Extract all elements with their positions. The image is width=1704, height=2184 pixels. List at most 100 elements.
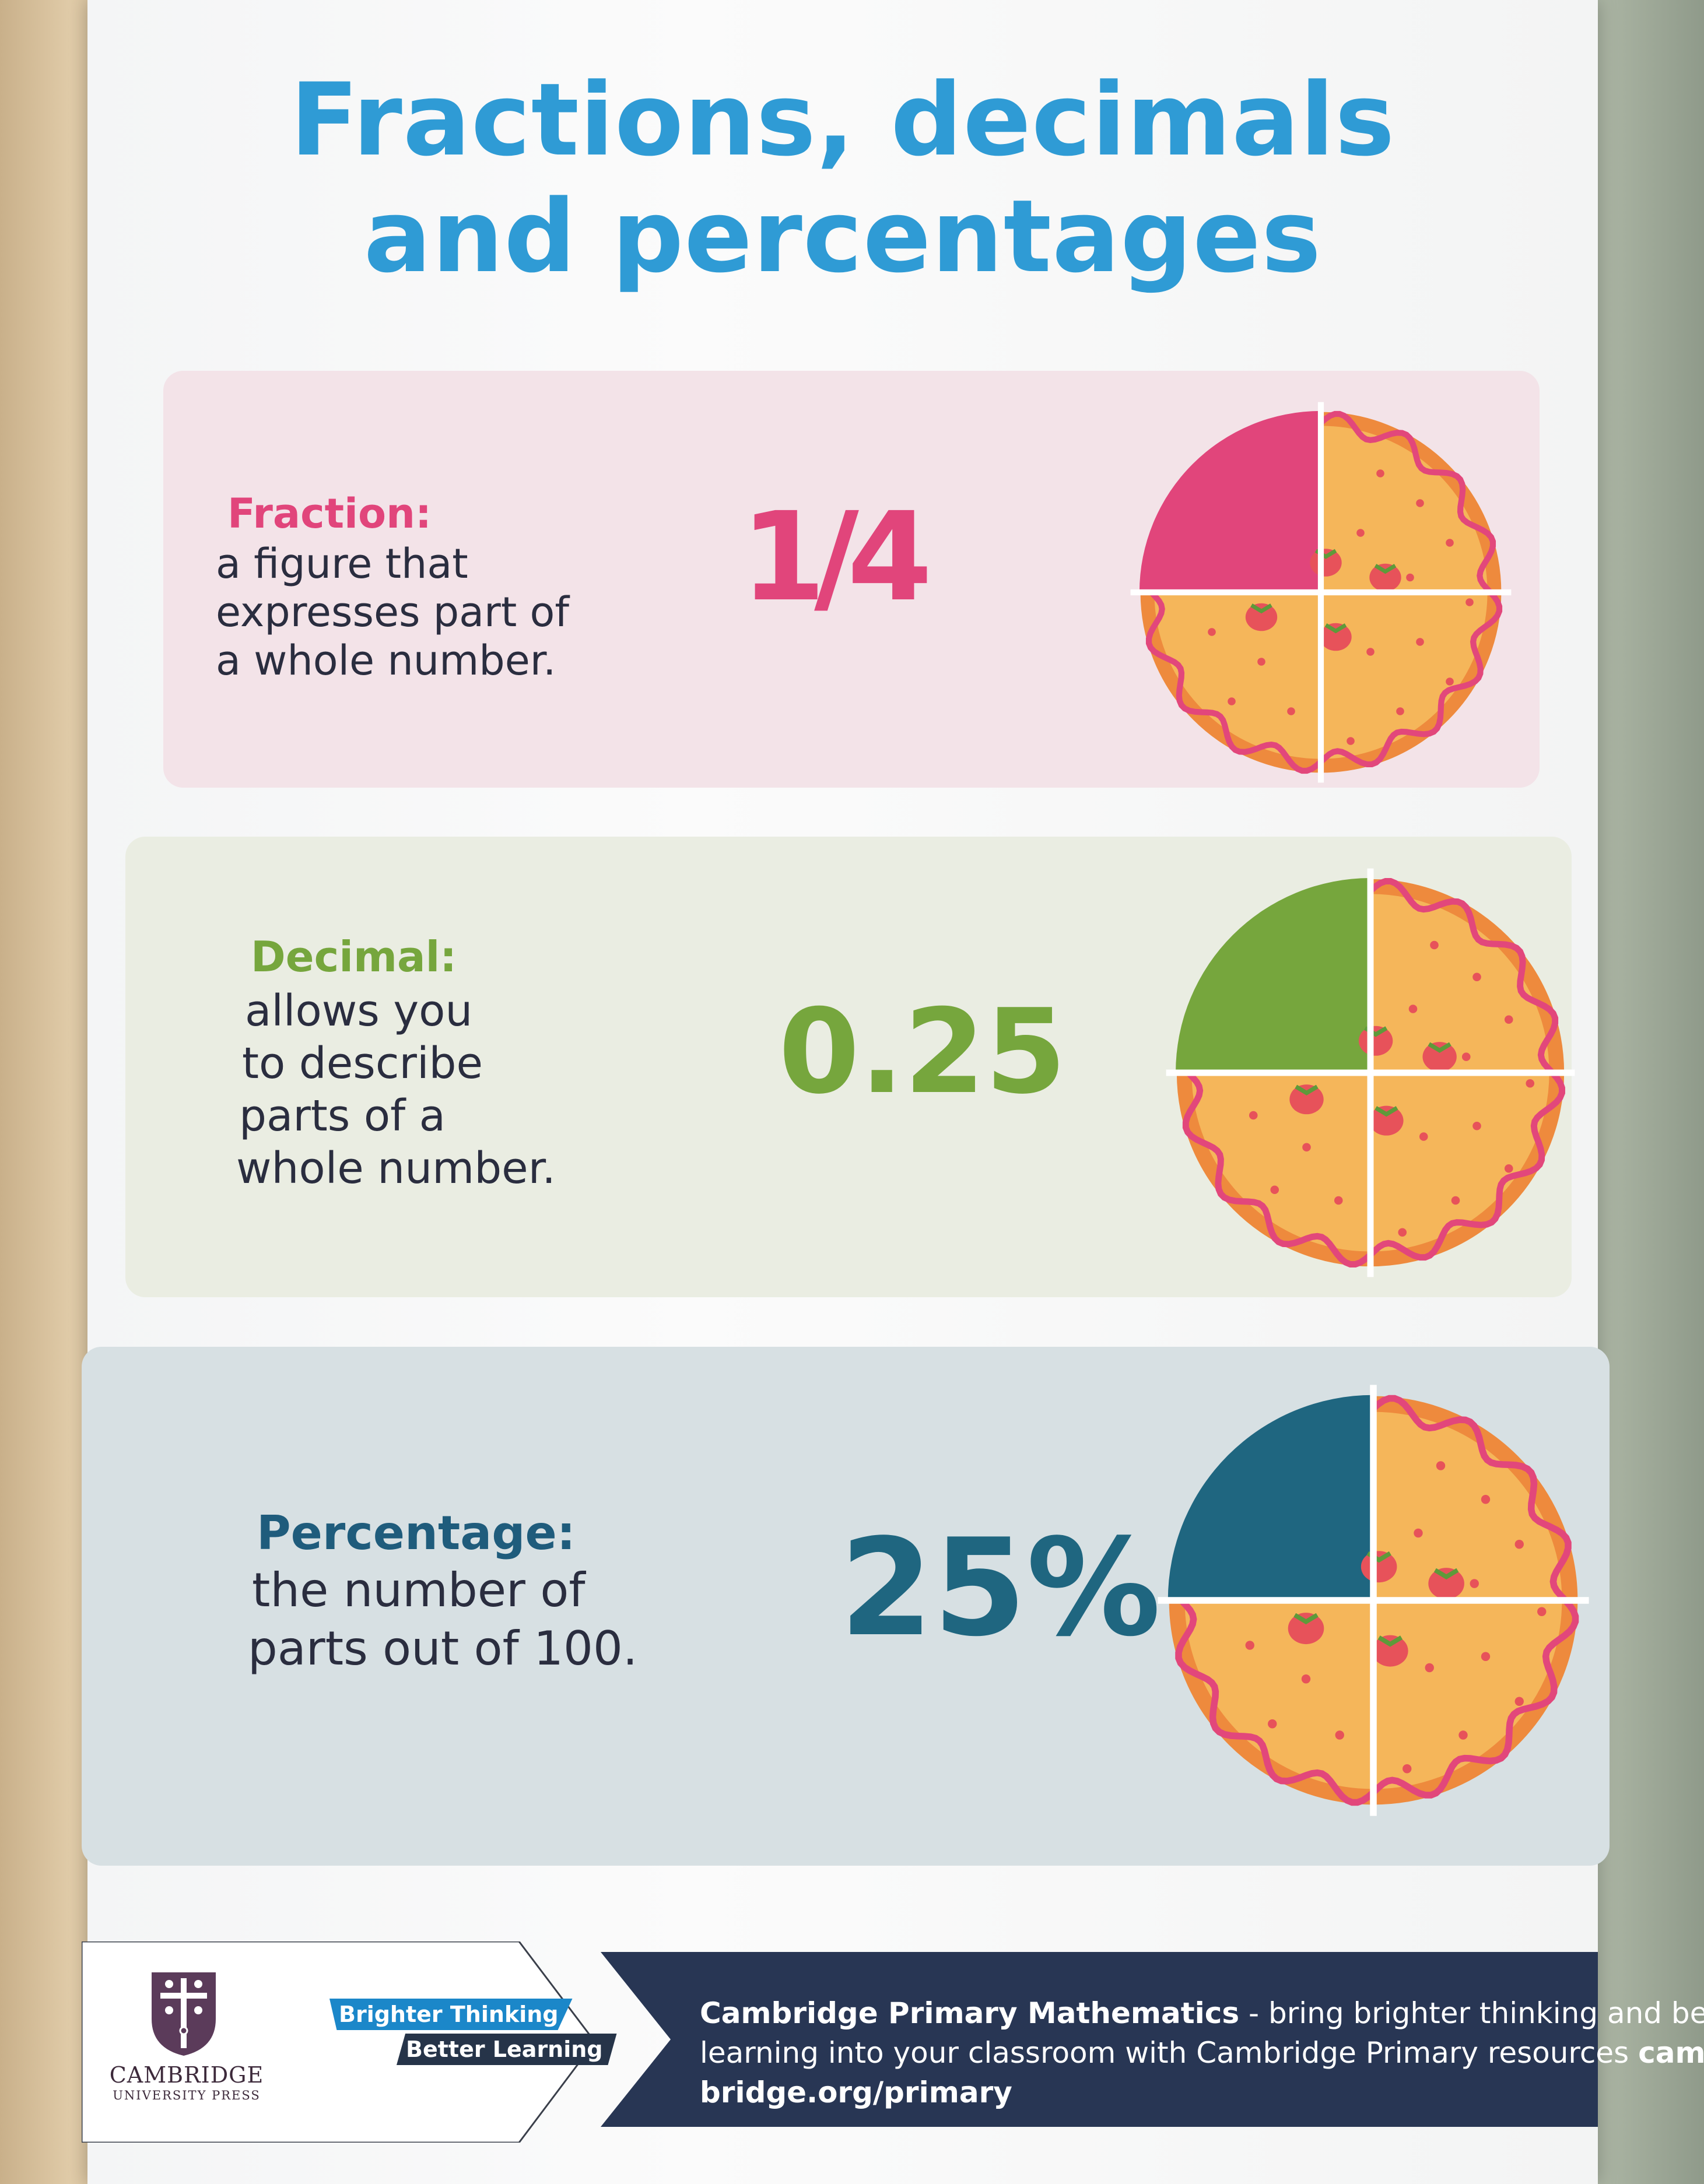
- decimal-description-line: allows you: [245, 986, 473, 1036]
- promo-series-name: Cambridge Primary Mathematics: [700, 1996, 1240, 2030]
- strawberry-icon: [1369, 563, 1401, 592]
- promo-text: learning into your classroom with Cambri…: [700, 2036, 1639, 2070]
- pie-dot: [1504, 1164, 1513, 1173]
- strawberry-icon: [1289, 1084, 1324, 1115]
- strawberry-leaf: [1293, 1613, 1319, 1625]
- strawberry-icon: [1310, 549, 1342, 577]
- pie-dot: [1526, 1079, 1535, 1088]
- pie-dot: [1514, 1540, 1524, 1549]
- tagline-better-learning: Better Learning: [397, 2034, 617, 2065]
- decimal-description-line: whole number.: [236, 1143, 556, 1193]
- promo-url-part: cam-: [1638, 2036, 1704, 2070]
- fraction-pie-illustration: [1130, 402, 1512, 783]
- pie-dot: [1287, 707, 1295, 715]
- pie-dot: [1301, 1674, 1311, 1684]
- pie-dot: [1403, 1764, 1412, 1774]
- pie-dot: [1414, 1528, 1423, 1538]
- fraction-description-line: a figure that: [216, 540, 468, 588]
- pie-dot: [1347, 737, 1355, 745]
- poster: Fractions, decimals and percentages Frac…: [82, 0, 1704, 2184]
- pie-dot: [1461, 1052, 1471, 1061]
- strawberry-icon: [1369, 1105, 1404, 1136]
- strawberry-leaf: [1375, 1106, 1398, 1117]
- strawberry-icon: [1372, 1635, 1408, 1667]
- strawberry-icon: [1358, 1026, 1393, 1056]
- percentage-pie-illustration: [1158, 1385, 1589, 1816]
- pie-dot: [1396, 707, 1404, 715]
- tagline-brighter-thinking: Brighter Thinking: [329, 1999, 573, 2030]
- decimal-heading: Decimal:: [251, 932, 457, 981]
- pie-shaded-quarter: [1176, 878, 1370, 1073]
- percentage-panel: Percentage: the number of parts out of 1…: [82, 1347, 1610, 1866]
- promo-line: Cambridge Primary Mathematics - bring br…: [700, 1999, 1704, 2028]
- pie-shaded-quarter: [1167, 1395, 1373, 1600]
- poster-title-line-1: Fractions, decimals: [290, 61, 1396, 178]
- pie-dot: [1504, 1015, 1513, 1024]
- strawberry-leaf: [1250, 603, 1272, 614]
- pie-dot: [1446, 677, 1454, 686]
- decimal-value: 0.25: [779, 984, 1067, 1120]
- decimal-description-line: parts of a: [239, 1091, 446, 1141]
- pie-dot: [1249, 1111, 1258, 1120]
- pie-dot: [1335, 1730, 1344, 1740]
- strawberry-leaf: [1374, 564, 1397, 574]
- pie-dot: [1416, 638, 1424, 646]
- strawberry-leaf: [1428, 1042, 1451, 1053]
- pie-dot: [1458, 1730, 1468, 1740]
- cambridge-crest-icon: [152, 1972, 216, 2056]
- pie-dot: [1472, 1121, 1481, 1130]
- promo-line: bridge.org/primary: [700, 2078, 1012, 2107]
- pie-dot: [1228, 697, 1236, 705]
- pie-dot: [1366, 648, 1375, 656]
- footer-promo-banner: [601, 1952, 1598, 2127]
- footer-publisher-content: CAMBRIDGE UNIVERSITY PRESS Brighter Thin…: [82, 1941, 617, 2143]
- pie-shaded-quarter: [1139, 410, 1321, 592]
- pie-dot: [1436, 1461, 1446, 1470]
- publisher-subtitle: UNIVERSITY PRESS: [113, 2088, 261, 2102]
- fraction-description-line: expresses part of: [216, 588, 570, 636]
- promo-text: - bring brighter thinking and better: [1249, 1996, 1704, 2030]
- decimal-pie-illustration: [1166, 868, 1575, 1277]
- pie-dot: [1245, 1641, 1254, 1650]
- strawberry-leaf: [1377, 1635, 1403, 1647]
- strawberry-icon: [1422, 1042, 1457, 1072]
- pie-dot: [1356, 529, 1365, 537]
- percentage-value: 25%: [840, 1511, 1161, 1666]
- strawberry-leaf: [1324, 623, 1347, 634]
- pie-scallop-rim: [1182, 878, 1565, 1267]
- strawberry-icon: [1245, 603, 1278, 631]
- pie-dot: [1481, 1652, 1491, 1661]
- pie-dot: [1465, 598, 1474, 606]
- decimal-panel: Decimal: allows you to describe parts of…: [125, 837, 1575, 1297]
- strawberry-icon: [1320, 623, 1352, 651]
- pie-dot: [1257, 658, 1265, 666]
- strawberry-icon: [1361, 1551, 1397, 1583]
- pie-dot: [1208, 628, 1216, 636]
- strawberry-leaf: [1295, 1084, 1319, 1095]
- percentage-heading: Percentage:: [257, 1506, 576, 1560]
- fraction-value: 1/4: [741, 486, 932, 628]
- pie-dot: [1514, 1697, 1524, 1706]
- pie-dot: [1419, 1132, 1428, 1141]
- fraction-heading: Fraction:: [227, 490, 432, 538]
- pie-dot: [1537, 1607, 1547, 1616]
- pie-dot: [1425, 1663, 1434, 1673]
- percentage-description-line: the number of: [252, 1563, 585, 1617]
- pie-dot: [1430, 940, 1439, 950]
- pie-dot: [1470, 1579, 1479, 1588]
- pie-dot: [1472, 972, 1481, 982]
- fraction-panel: Fraction: a figure that expresses part o…: [163, 371, 1540, 788]
- promo-url-link[interactable]: bridge.org/primary: [700, 2076, 1012, 2109]
- pie-dot: [1406, 573, 1414, 582]
- strawberry-icon: [1428, 1568, 1464, 1600]
- pie-dot: [1270, 1185, 1279, 1195]
- pie-dot: [1451, 1196, 1460, 1205]
- publisher-name: CAMBRIDGE: [109, 2062, 264, 2088]
- pie-dot: [1416, 499, 1424, 507]
- pie-dot: [1398, 1228, 1407, 1237]
- footer-promo-text: Cambridge Primary Mathematics - bring br…: [601, 1952, 1704, 2127]
- pie-dot: [1302, 1143, 1311, 1152]
- strawberry-leaf: [1433, 1568, 1459, 1580]
- pie-scallop-rim: [1175, 1395, 1579, 1806]
- pie-dot: [1408, 1005, 1418, 1013]
